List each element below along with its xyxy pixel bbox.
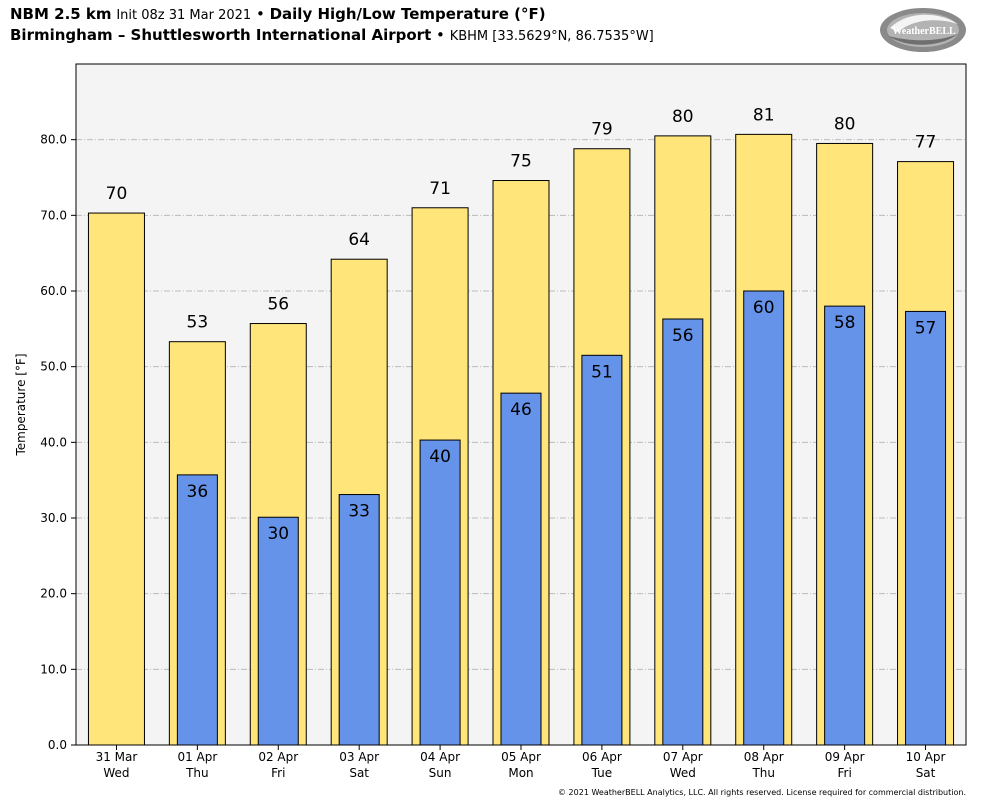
x-tick-date: 10 Apr (906, 750, 946, 764)
low-temp-label: 58 (834, 313, 856, 333)
x-tick-date: 03 Apr (339, 750, 379, 764)
low-temp-label: 56 (672, 326, 694, 346)
y-axis-label: Temperature [°F] (14, 353, 28, 456)
x-tick-date: 31 Mar (96, 750, 138, 764)
model-name: NBM 2.5 km (10, 5, 112, 23)
low-temp-label: 60 (753, 298, 775, 318)
low-temp-label: 46 (510, 400, 532, 420)
chart-subtitle: Birmingham – Shuttlesworth International… (10, 26, 654, 44)
title-bullet: • (255, 5, 265, 23)
x-tick-weekday: Fri (837, 766, 851, 780)
weatherbell-swirl-logo: WeatherBELL (880, 8, 966, 52)
y-tick-label: 70.0 (40, 208, 67, 222)
low-temp-bar (419, 439, 461, 746)
y-tick-label: 20.0 (40, 587, 67, 601)
y-tick-label: 50.0 (40, 360, 67, 374)
x-tick-weekday: Sat (916, 766, 936, 780)
low-temp-label: 40 (429, 447, 451, 467)
high-temp-label: 75 (510, 152, 532, 172)
high-temp-label: 80 (834, 114, 856, 134)
x-tick-weekday: Thu (185, 766, 209, 780)
x-tick-date: 08 Apr (744, 750, 784, 764)
x-tick-date: 02 Apr (258, 750, 298, 764)
low-temp-label: 57 (915, 318, 937, 338)
high-temp-label: 80 (672, 107, 694, 127)
chart-title: NBM 2.5 km Init 08z 31 Mar 2021 • Daily … (10, 5, 546, 23)
high-temp-bar (87, 212, 145, 746)
low-temp-bar (500, 392, 542, 746)
x-tick-date: 05 Apr (501, 750, 541, 764)
high-temp-label: 70 (106, 184, 128, 204)
copyright-footer: © 2021 WeatherBELL Analytics, LLC. All r… (558, 788, 966, 797)
x-tick-weekday: Fri (271, 766, 285, 780)
station-name: Birmingham – Shuttlesworth International… (10, 26, 432, 44)
low-temp-label: 51 (591, 362, 613, 382)
x-tick-date: 01 Apr (177, 750, 217, 764)
y-tick-label: 0.0 (48, 738, 67, 752)
x-tick-date: 04 Apr (420, 750, 460, 764)
y-tick-label: 10.0 (40, 662, 67, 676)
y-tick-label: 40.0 (40, 435, 67, 449)
low-temp-bar (662, 318, 704, 746)
y-tick-label: 30.0 (40, 511, 67, 525)
low-temp-label: 30 (267, 524, 289, 544)
low-temp-bar (257, 516, 299, 746)
high-temp-label: 71 (429, 179, 451, 199)
x-tick-weekday: Thu (751, 766, 775, 780)
high-temp-label: 79 (591, 120, 613, 140)
low-temp-bar (824, 305, 866, 746)
high-temp-label: 64 (348, 230, 370, 250)
plot-frame (75, 63, 967, 746)
x-tick-weekday: Sat (349, 766, 369, 780)
y-tick-label: 80.0 (40, 133, 67, 147)
product-name: Daily High/Low Temperature (°F) (269, 5, 546, 23)
low-temp-bar (743, 290, 785, 746)
logo-text: WeatherBELL (892, 26, 956, 37)
x-tick-weekday: Mon (508, 766, 533, 780)
station-info: KBHM [33.5629°N, 86.7535°W] (449, 29, 654, 44)
x-tick-weekday: Wed (670, 766, 696, 780)
high-temp-label: 53 (187, 313, 209, 333)
high-temp-label: 56 (267, 295, 289, 315)
x-tick-date: 09 Apr (825, 750, 865, 764)
x-tick-date: 06 Apr (582, 750, 622, 764)
low-temp-bar (905, 310, 947, 746)
x-tick-weekday: Tue (591, 766, 613, 780)
high-temp-label: 81 (753, 105, 775, 125)
x-tick-weekday: Wed (103, 766, 129, 780)
init-time: Init 08z 31 Mar 2021 (116, 8, 252, 23)
x-tick-weekday: Sun (429, 766, 452, 780)
y-tick-label: 60.0 (40, 284, 67, 298)
low-temp-label: 36 (187, 482, 209, 502)
low-temp-bar (338, 494, 380, 746)
low-temp-bar (581, 354, 623, 746)
x-tick-date: 07 Apr (663, 750, 703, 764)
low-temp-bar (176, 474, 218, 746)
low-temp-label: 33 (348, 502, 370, 522)
high-temp-label: 77 (915, 133, 937, 153)
subtitle-bullet: • (436, 26, 445, 44)
